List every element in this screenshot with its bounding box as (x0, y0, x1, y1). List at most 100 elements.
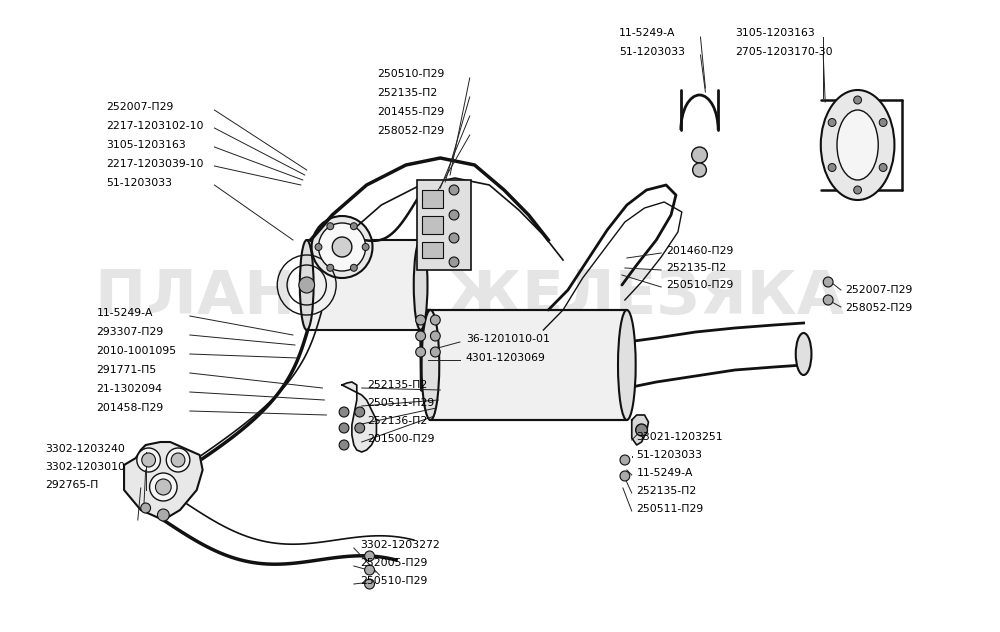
Polygon shape (342, 382, 376, 452)
Text: 252005-П29: 252005-П29 (360, 558, 427, 568)
Circle shape (823, 277, 833, 287)
Circle shape (299, 277, 315, 293)
Text: 2010-1001095: 2010-1001095 (97, 346, 177, 356)
Circle shape (449, 185, 459, 195)
Circle shape (879, 164, 887, 171)
Ellipse shape (332, 237, 352, 257)
Ellipse shape (318, 223, 366, 271)
Circle shape (141, 503, 151, 513)
Circle shape (327, 222, 334, 229)
Text: 258052-П29: 258052-П29 (377, 126, 445, 136)
Ellipse shape (821, 90, 894, 200)
Circle shape (449, 210, 459, 220)
Polygon shape (632, 415, 648, 445)
Circle shape (854, 186, 862, 194)
Text: ПЛАНЕТА ЖЕЛЕЗЯКА: ПЛАНЕТА ЖЕЛЕЗЯКА (95, 267, 844, 327)
Text: 201460-П29: 201460-П29 (666, 246, 733, 256)
Circle shape (362, 243, 369, 250)
Text: 201455-П29: 201455-П29 (377, 107, 445, 117)
Text: 292765-П: 292765-П (45, 480, 99, 490)
Circle shape (142, 453, 155, 467)
Circle shape (620, 455, 630, 465)
Text: 33021-1203251: 33021-1203251 (637, 432, 723, 442)
Circle shape (339, 440, 349, 450)
Circle shape (155, 479, 171, 495)
Text: 252135-П2: 252135-П2 (377, 88, 438, 98)
Text: 3105-1203163: 3105-1203163 (106, 140, 186, 150)
Text: 250510-П29: 250510-П29 (666, 280, 733, 290)
Text: 11-5249-А: 11-5249-А (619, 28, 675, 38)
Polygon shape (124, 442, 203, 520)
Text: 201500-П29: 201500-П29 (368, 434, 435, 444)
Bar (417, 180, 471, 270)
Text: 252135-П2: 252135-П2 (666, 263, 726, 273)
Ellipse shape (837, 110, 878, 180)
Text: 291771-П5: 291771-П5 (97, 365, 157, 375)
Text: 11-5249-А: 11-5249-А (637, 468, 693, 478)
Circle shape (365, 565, 374, 575)
Circle shape (350, 264, 357, 271)
Circle shape (157, 509, 169, 521)
Circle shape (430, 315, 440, 325)
Circle shape (449, 257, 459, 267)
Text: 51-1203033: 51-1203033 (106, 178, 172, 188)
Circle shape (828, 119, 836, 126)
Circle shape (171, 453, 185, 467)
Circle shape (823, 295, 833, 305)
Ellipse shape (422, 310, 439, 420)
Text: 51-1203033: 51-1203033 (619, 47, 685, 57)
Circle shape (879, 119, 887, 126)
Text: 2217-1203102-10: 2217-1203102-10 (106, 121, 204, 131)
Text: 250511-П29: 250511-П29 (368, 398, 435, 408)
Circle shape (620, 471, 630, 481)
Ellipse shape (796, 333, 811, 375)
Text: 3302-1203240: 3302-1203240 (45, 444, 125, 454)
Ellipse shape (300, 240, 314, 330)
Text: 3105-1203163: 3105-1203163 (735, 28, 815, 38)
Circle shape (365, 551, 374, 561)
Ellipse shape (618, 310, 636, 420)
Circle shape (166, 448, 190, 472)
Text: 252007-П29: 252007-П29 (106, 102, 174, 112)
Text: 252135-П2: 252135-П2 (637, 486, 697, 496)
Circle shape (339, 423, 349, 433)
Circle shape (828, 164, 836, 171)
Text: 293307-П29: 293307-П29 (97, 327, 164, 337)
Text: 258052-П29: 258052-П29 (845, 303, 912, 313)
Circle shape (315, 243, 322, 250)
Circle shape (137, 448, 160, 472)
Circle shape (327, 264, 334, 271)
FancyBboxPatch shape (430, 310, 627, 420)
Circle shape (430, 331, 440, 341)
Text: 51-1203033: 51-1203033 (637, 450, 703, 460)
Circle shape (416, 347, 426, 357)
Text: 4301-1203069: 4301-1203069 (466, 353, 546, 363)
Text: 252136-П2: 252136-П2 (368, 416, 428, 426)
Circle shape (339, 407, 349, 417)
Text: 252007-П29: 252007-П29 (845, 285, 912, 295)
Text: 21-1302094: 21-1302094 (97, 384, 163, 394)
Circle shape (854, 96, 862, 104)
Text: 250511-П29: 250511-П29 (637, 504, 704, 514)
Circle shape (355, 423, 365, 433)
Text: 252135-П2: 252135-П2 (368, 380, 428, 390)
Ellipse shape (414, 240, 427, 330)
Text: 250510-П29: 250510-П29 (377, 69, 445, 79)
Text: 36-1201010-01: 36-1201010-01 (466, 334, 550, 344)
Circle shape (430, 347, 440, 357)
Text: 201458-П29: 201458-П29 (97, 403, 164, 413)
Ellipse shape (312, 216, 373, 278)
Bar (422, 242, 443, 258)
Circle shape (416, 331, 426, 341)
Circle shape (449, 233, 459, 243)
Text: 2217-1203039-10: 2217-1203039-10 (106, 159, 204, 169)
Text: 250510-П29: 250510-П29 (360, 576, 427, 586)
Circle shape (365, 579, 374, 589)
Text: 11-5249-А: 11-5249-А (97, 308, 153, 318)
Text: 3302-1203272: 3302-1203272 (360, 540, 439, 550)
Circle shape (416, 315, 426, 325)
Text: 2705-1203170-30: 2705-1203170-30 (735, 47, 832, 57)
Circle shape (693, 163, 706, 177)
Circle shape (355, 407, 365, 417)
Text: 3302-1203010: 3302-1203010 (45, 462, 125, 472)
